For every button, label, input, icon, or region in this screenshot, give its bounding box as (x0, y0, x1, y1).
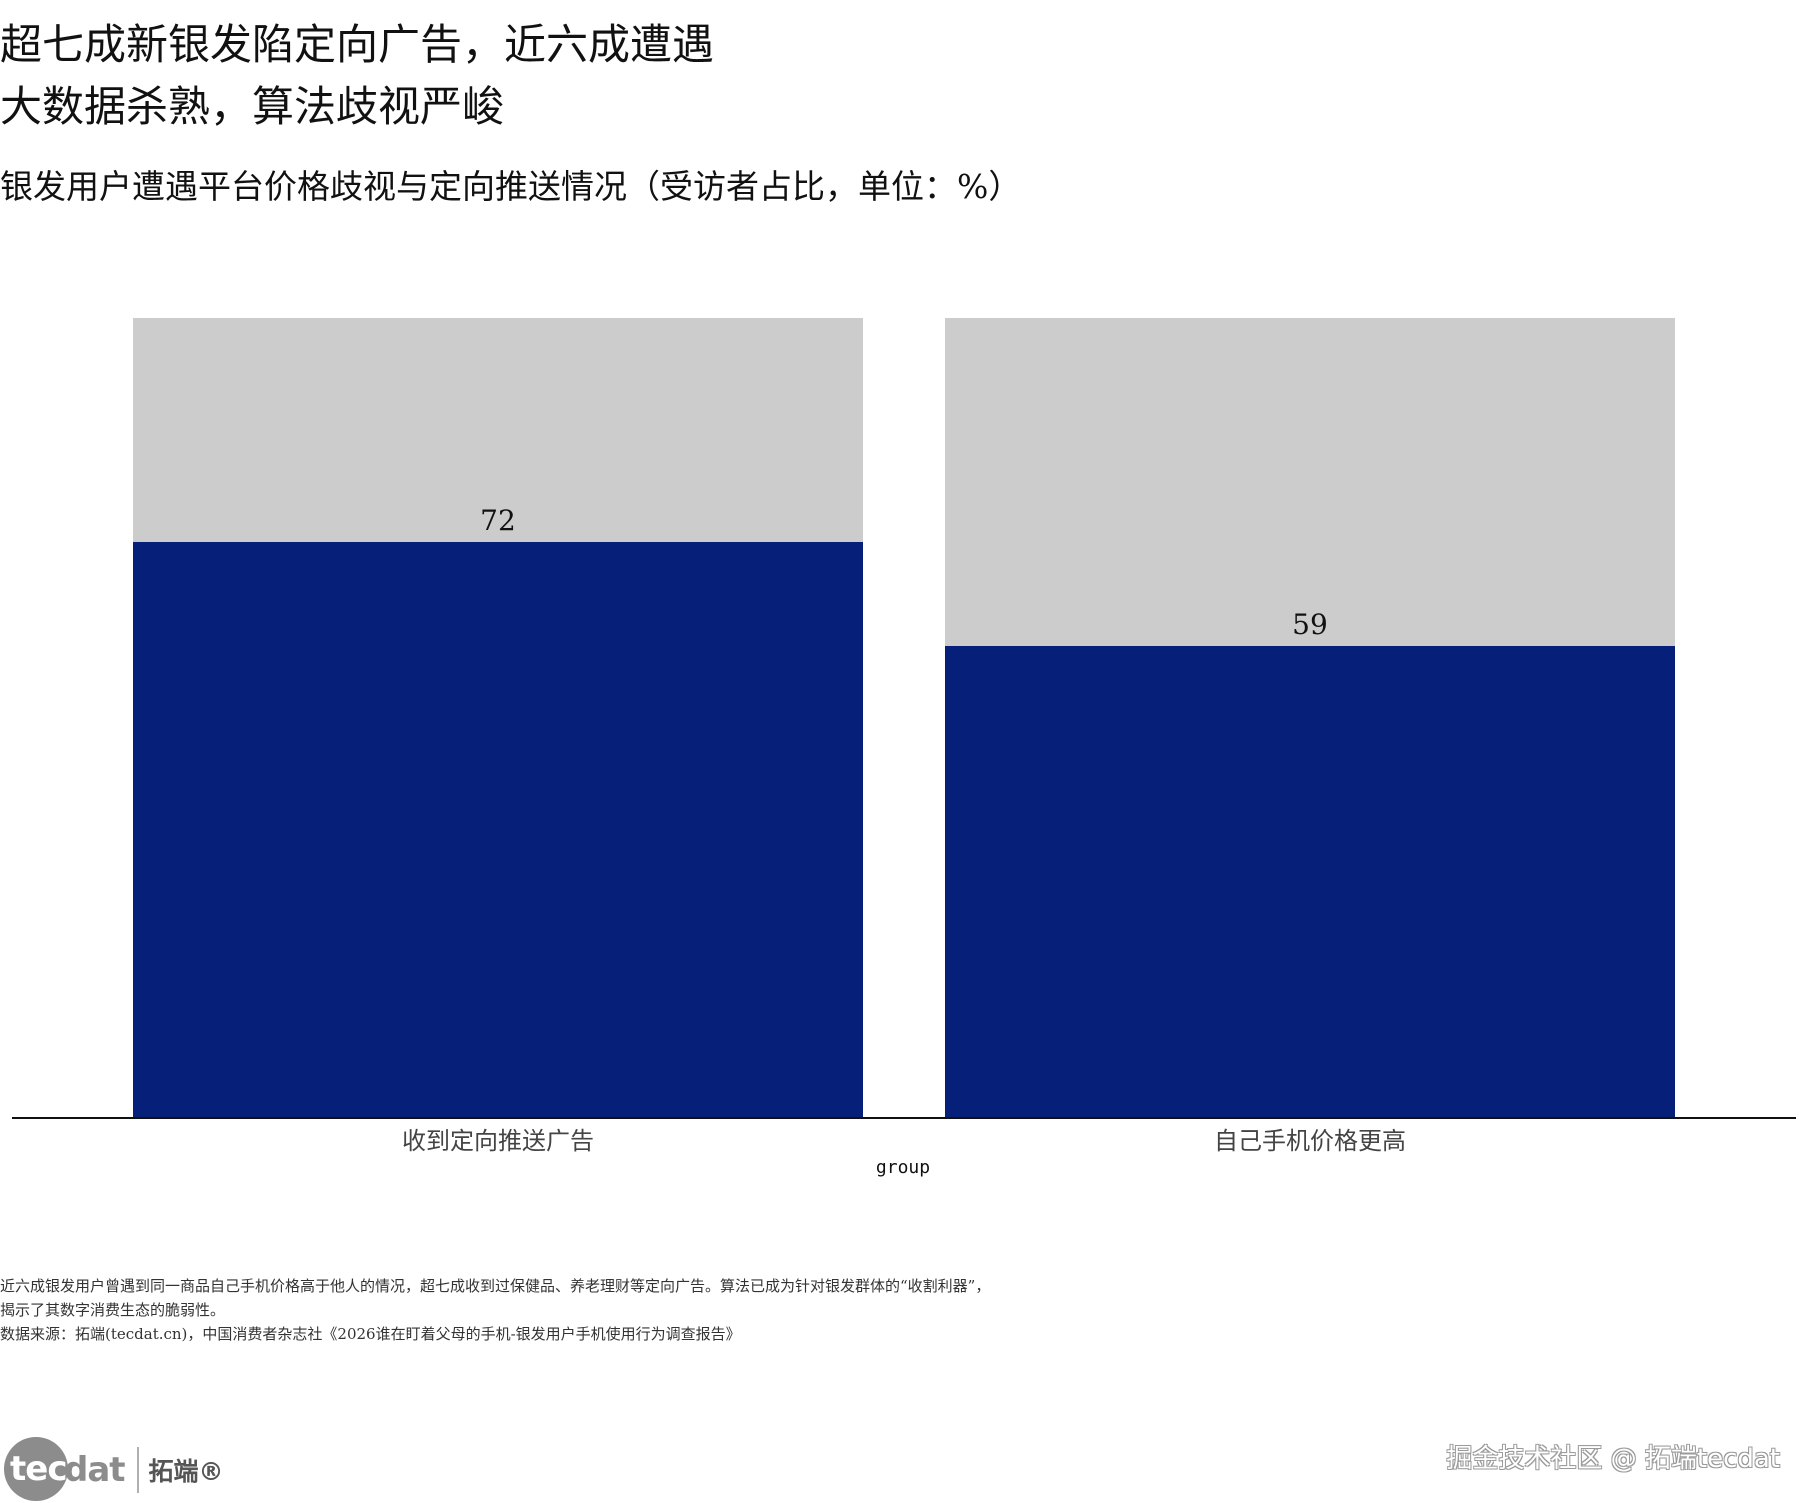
x-tick-label: 自己手机价格更高 (1214, 1127, 1406, 1155)
logo-divider (136, 1447, 139, 1493)
chart-subtitle: 银发用户遭遇平台价格歧视与定向推送情况（受访者占比，单位：%） (0, 167, 1022, 206)
chart-title-line-1: 超七成新银发陷定向广告，近六成遭遇 (0, 20, 715, 69)
data-bar (133, 542, 863, 1118)
logo-circle-icon (4, 1437, 68, 1501)
labels-layer: 72 收到定向推送广告 59 自己手机价格更高 (402, 504, 1406, 1155)
data-source-note: 数据来源：拓端(tecdat.cn)，中国消费者杂志社《2026谁在盯着父母的手… (0, 1325, 741, 1343)
watermark: 掘金技术社区 @ 拓端tecdat (1446, 1444, 1780, 1474)
footnote-line-2: 揭示了其数字消费生态的脆弱性。 (0, 1301, 226, 1319)
logo-text-cn: 拓端® (148, 1457, 224, 1486)
data-label: 72 (480, 504, 516, 537)
data-bar (945, 646, 1675, 1118)
x-tick-label: 收到定向推送广告 (402, 1127, 594, 1155)
logo-mark: tec (4, 1437, 70, 1503)
footnote-line-1: 近六成银发用户曾遇到同一商品自己手机价格高于他人的情况，超七成收到过保健品、养老… (0, 1277, 991, 1295)
data-label: 59 (1292, 608, 1328, 641)
bars-layer (133, 318, 1675, 1118)
tecdat-logo: tec dat 拓端® (4, 1437, 224, 1503)
x-axis-title: group (876, 1157, 930, 1178)
logo-text-tec: tec (10, 1449, 67, 1489)
bar-chart: 72 收到定向推送广告 59 自己手机价格更高 group (12, 318, 1796, 1178)
logo-text-dat: dat (64, 1450, 126, 1490)
chart-title-line-2: 大数据杀熟，算法歧视严峻 (0, 82, 505, 131)
